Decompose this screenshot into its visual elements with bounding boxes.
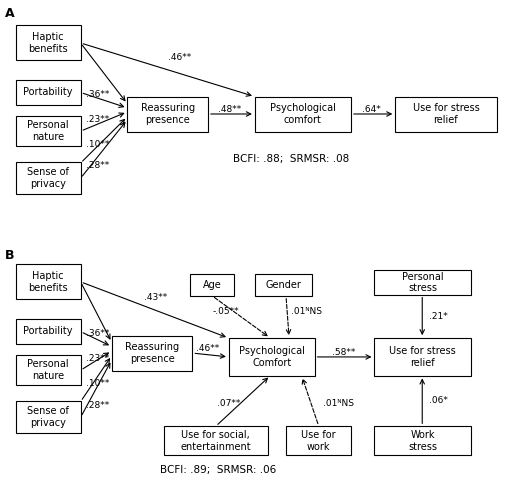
FancyBboxPatch shape [374, 270, 471, 295]
FancyBboxPatch shape [255, 97, 351, 131]
Text: .23**: .23** [86, 114, 109, 124]
Text: A: A [5, 7, 15, 20]
FancyBboxPatch shape [286, 426, 351, 455]
FancyBboxPatch shape [16, 80, 81, 105]
Text: .28**: .28** [86, 401, 109, 410]
Text: Reassuring
presence: Reassuring presence [140, 103, 195, 125]
FancyBboxPatch shape [112, 336, 192, 371]
FancyBboxPatch shape [374, 338, 471, 376]
Text: .28**: .28** [86, 161, 109, 170]
Text: B: B [5, 249, 15, 262]
Text: .23**: .23** [86, 354, 109, 363]
Text: .43**: .43** [145, 293, 167, 301]
FancyBboxPatch shape [16, 319, 81, 344]
Text: .06*: .06* [429, 397, 448, 405]
Text: Work
stress: Work stress [408, 430, 437, 452]
Text: .10**: .10** [86, 140, 109, 149]
Text: Use for social,
entertainment: Use for social, entertainment [180, 430, 251, 452]
Text: BCFI: .89;  SRMSR: .06: BCFI: .89; SRMSR: .06 [160, 465, 277, 475]
Text: Haptic
benefits: Haptic benefits [28, 32, 68, 54]
FancyBboxPatch shape [190, 274, 234, 296]
FancyBboxPatch shape [16, 162, 81, 194]
Text: Gender: Gender [266, 280, 301, 290]
FancyBboxPatch shape [395, 97, 497, 131]
FancyBboxPatch shape [16, 264, 81, 299]
Text: .64*: .64* [362, 105, 381, 114]
Text: Use for stress
relief: Use for stress relief [389, 346, 456, 368]
Text: .21*: .21* [429, 312, 448, 321]
Text: Haptic
benefits: Haptic benefits [28, 271, 68, 293]
Text: Psychological
Comfort: Psychological Comfort [239, 346, 305, 368]
Text: .01ᴺNS: .01ᴺNS [323, 399, 355, 408]
Text: .48**: .48** [218, 105, 241, 114]
Text: .58**: .58** [332, 348, 355, 357]
FancyBboxPatch shape [164, 426, 268, 455]
FancyBboxPatch shape [16, 116, 81, 146]
Text: .46**: .46** [168, 54, 191, 62]
Text: Sense of
privacy: Sense of privacy [27, 406, 69, 428]
Text: Personal
nature: Personal nature [27, 359, 69, 381]
Text: .36**: .36** [86, 329, 109, 338]
Text: Age: Age [202, 280, 222, 290]
FancyBboxPatch shape [127, 97, 208, 131]
Text: .07**: .07** [217, 399, 240, 408]
Text: .36**: .36** [86, 90, 109, 99]
Text: Sense of
privacy: Sense of privacy [27, 167, 69, 189]
Text: Portability: Portability [23, 87, 73, 98]
FancyBboxPatch shape [229, 338, 315, 376]
FancyBboxPatch shape [255, 274, 312, 296]
Text: .46**: .46** [197, 344, 219, 353]
FancyBboxPatch shape [16, 25, 81, 60]
Text: Personal
nature: Personal nature [27, 120, 69, 142]
Text: .01ᴺNS: .01ᴺNS [291, 307, 322, 316]
FancyBboxPatch shape [374, 426, 471, 455]
FancyBboxPatch shape [16, 401, 81, 434]
FancyBboxPatch shape [16, 355, 81, 385]
Text: Psychological
comfort: Psychological comfort [270, 103, 336, 125]
Text: Personal
stress: Personal stress [401, 272, 444, 293]
Text: Reassuring
presence: Reassuring presence [125, 342, 179, 364]
Text: Use for
work: Use for work [301, 430, 336, 452]
Text: Portability: Portability [23, 327, 73, 337]
Text: -.05**: -.05** [213, 307, 240, 316]
Text: BCFI: .88;  SRMSR: .08: BCFI: .88; SRMSR: .08 [233, 155, 349, 164]
Text: Use for stress
relief: Use for stress relief [412, 103, 479, 125]
Text: .10**: .10** [86, 380, 109, 388]
